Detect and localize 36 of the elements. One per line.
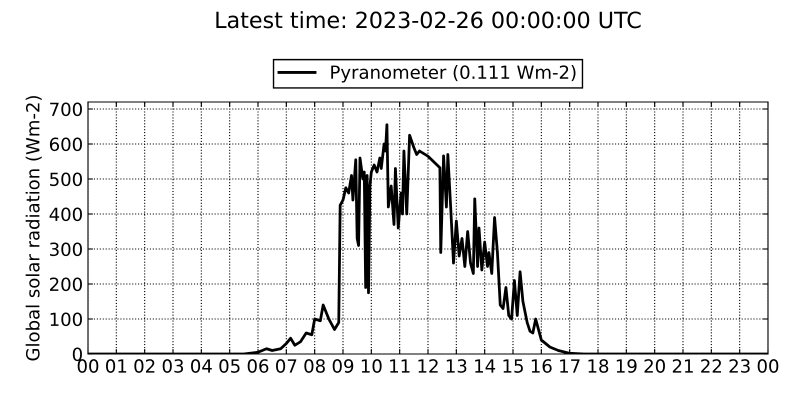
y-tick-label: 700 (50, 102, 82, 116)
x-tick-label: 19 (616, 359, 637, 373)
x-tick-label: 13 (446, 359, 466, 373)
y-tick-label: 300 (50, 242, 82, 256)
x-tick-label: 05 (219, 359, 240, 373)
x-tick-label: 17 (560, 359, 580, 373)
x-tick-label: 03 (162, 359, 184, 373)
y-tick-label: 500 (50, 172, 82, 186)
y-tick-label: 100 (50, 312, 82, 326)
x-tick-label: 10 (362, 359, 382, 373)
x-tick-label: 21 (672, 359, 693, 373)
y-tick-label: 0 (72, 347, 82, 362)
x-tick-label: 07 (276, 359, 296, 373)
x-tick-label: 11 (390, 359, 410, 373)
x-tick-label: 23 (730, 359, 750, 373)
x-tick-label: 12 (418, 359, 438, 373)
y-axis-title: Global solar radiation (Wm-2) (26, 96, 42, 360)
x-tick-label: 02 (134, 359, 154, 373)
x-tick-label: 18 (588, 359, 608, 373)
x-tick-label: 04 (191, 359, 212, 373)
y-tick-label: 400 (50, 207, 82, 222)
x-tick-label: 20 (644, 359, 665, 373)
x-tick-label: 00 (758, 359, 778, 373)
x-tick-label: 09 (332, 359, 354, 373)
x-tick-label: 22 (701, 359, 722, 373)
x-tick-label: 06 (248, 359, 268, 373)
x-tick-label: 16 (532, 359, 552, 373)
chart-title: Latest time: 2023-02-26 00:00:00 UTC (216, 11, 641, 28)
x-tick-label: 01 (106, 359, 126, 373)
y-tick-label: 600 (50, 137, 82, 152)
x-tick-label: 14 (475, 359, 496, 373)
legend-label: Pyranometer (0.111 Wm-2) (331, 65, 576, 83)
x-tick-label: 08 (304, 359, 325, 373)
x-tick-label: 15 (503, 359, 523, 373)
y-tick-label: 200 (50, 277, 82, 292)
x-tick-label: 00 (78, 359, 98, 373)
